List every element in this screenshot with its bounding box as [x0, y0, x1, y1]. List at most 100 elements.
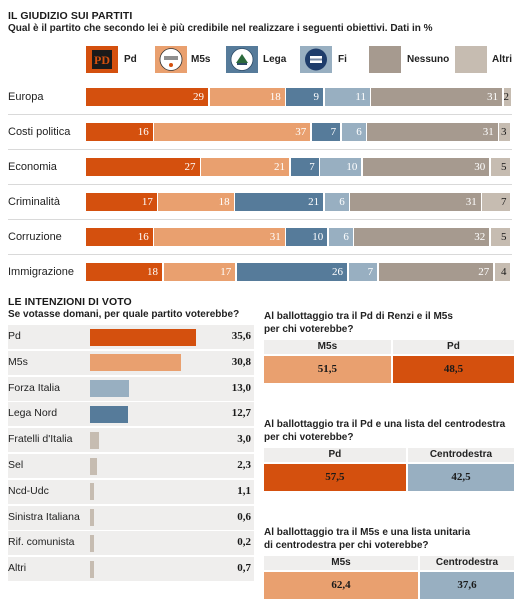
bar-segment-criminalita-nessuno: 31 [350, 193, 481, 211]
vote-value-forza-italia: 13,0 [231, 381, 251, 394]
legend-label-pd: Pd [124, 54, 137, 65]
fi-logo-icon [305, 48, 327, 71]
bar-segment-europa-nessuno: 31 [371, 88, 502, 106]
bar-segment-economia-m5s: 21 [201, 158, 289, 176]
vote-row-bg [8, 428, 254, 453]
ballot-2-bar-pd: 57,5 [264, 464, 406, 491]
section-subtitle-intenzioni: Se votasse domani, per quale partito vot… [8, 309, 240, 320]
legend-swatch-fi [300, 46, 332, 73]
vote-row-bg [8, 454, 254, 478]
ballot-2-bar-centrodestra: 42,5 [407, 464, 515, 491]
row-separator [8, 149, 512, 150]
bar-segment-costi-politica-altri: 3 [499, 123, 511, 141]
bar-segment-immigrazione-fi: 7 [348, 263, 378, 281]
ballot-1-bar-pd: 48,5 [392, 356, 515, 383]
bar-segment-costi-politica-lega: 7 [311, 123, 341, 141]
vote-value-rif-comunista: 0,2 [237, 536, 251, 549]
bar-segment-criminalita-altri: 7 [482, 193, 511, 211]
vote-row-bg [8, 376, 254, 401]
vote-bar-lega-nord [90, 405, 128, 423]
ballot-title-1: Al ballottaggio tra il Pd di Renzi e il … [264, 310, 514, 336]
bar-segment-economia-altri: 5 [490, 158, 511, 176]
bar-segment-corruzione-pd: 16 [86, 228, 153, 246]
bar-segment-corruzione-fi: 6 [328, 228, 353, 246]
bar-segment-economia-fi: 10 [320, 158, 362, 176]
bar-segment-costi-politica-nessuno: 31 [367, 123, 498, 141]
legend-label-nessuno: Nessuno [407, 54, 450, 65]
ballot-3-head-m5s: M5s [264, 556, 418, 570]
vote-value-pd: 35,6 [231, 330, 251, 342]
bar-segment-europa-altri: 2 [503, 88, 511, 106]
vote-value-ncd-udc: 1,1 [237, 484, 251, 497]
ballot-title-3-line1: Al ballottaggio tra il M5s e una lista u… [264, 527, 471, 538]
ballot-title-1-line1: Al ballottaggio tra il Pd di Renzi e il … [264, 311, 453, 322]
legend-swatch-lega [226, 46, 258, 73]
ballot-3-head-centrodestra: Centrodestra [420, 556, 514, 570]
bar-segment-economia-nessuno: 30 [362, 158, 490, 176]
vote-bar-rif-comunista [90, 534, 94, 552]
legend-swatch-altri [455, 46, 487, 73]
vote-bar-pd [90, 328, 196, 346]
ballot-title-2-line1: Al ballottaggio tra il Pd e una lista de… [264, 419, 506, 430]
bar-segment-immigrazione-altri: 4 [494, 263, 511, 281]
legend-label-altri: Altri [492, 54, 512, 65]
bar-segment-costi-politica-pd: 16 [86, 123, 153, 141]
vote-value-m5s: 30,8 [231, 355, 251, 368]
vote-value-lega-nord: 12,7 [231, 407, 251, 420]
vote-row-bg [8, 531, 254, 556]
bar-segment-europa-fi: 11 [324, 88, 370, 106]
row-separator [8, 219, 512, 220]
legend-swatch-pd: PD [86, 46, 118, 73]
legend-label-lega: Lega [263, 54, 287, 65]
ballot-2-head-centrodestra: Centrodestra [407, 448, 515, 462]
vote-label-fratelli-d-italia: Fratelli d'Italia [8, 433, 73, 446]
bar-segment-corruzione-nessuno: 32 [354, 228, 490, 246]
bar-segment-immigrazione-lega: 26 [236, 263, 347, 281]
row-label-immigrazione: Immigrazione [8, 266, 75, 278]
ballot-3-bar-m5s: 62,4 [264, 572, 418, 599]
ballot-title-3: Al ballottaggio tra il M5s e una lista u… [264, 526, 514, 552]
bar-segment-immigrazione-pd: 18 [86, 263, 162, 281]
bar-segment-europa-lega: 9 [286, 88, 323, 106]
vote-label-pd: Pd [8, 330, 21, 342]
bar-segment-criminalita-fi: 6 [324, 193, 349, 211]
legend-label-fi: Fi [338, 54, 347, 65]
bar-segment-europa-pd: 29 [86, 88, 208, 106]
vote-bar-altri [90, 560, 94, 578]
pd-logo-icon: PD [92, 50, 112, 69]
row-label-criminalita: Criminalità [8, 196, 60, 208]
m5s-logo-icon [159, 48, 183, 71]
row-label-costi-politica: Costi politica [8, 126, 71, 138]
ballot-title-1-line2: per chi voterebbe? [264, 324, 354, 335]
vote-row-bg [8, 402, 254, 427]
vote-value-fratelli-d-italia: 3,0 [237, 433, 251, 446]
vote-label-sel: Sel [8, 459, 24, 471]
ballot-1-bar-m5s: 51,5 [264, 356, 391, 383]
vote-row-bg [8, 557, 254, 582]
ballot-1-head-pd: Pd [392, 340, 515, 354]
row-label-corruzione: Corruzione [8, 231, 62, 243]
bar-segment-europa-m5s: 18 [209, 88, 285, 106]
section-title-intenzioni: LE INTENZIONI DI VOTO [8, 296, 132, 308]
bar-segment-criminalita-lega: 21 [235, 193, 324, 211]
bar-segment-criminalita-pd: 17 [86, 193, 157, 211]
vote-bar-forza-italia [90, 380, 129, 398]
row-label-europa: Europa [8, 91, 44, 103]
vote-bar-m5s [90, 354, 182, 372]
vote-bar-sel [90, 457, 97, 475]
vote-label-m5s: M5s [8, 355, 28, 368]
ballot-title-2-line2: per chi voterebbe? [264, 432, 354, 443]
legend-swatch-nessuno [369, 46, 401, 73]
ballot-title-3-line2: di centrodestra per chi voterebbe? [264, 540, 429, 551]
bar-segment-corruzione-altri: 5 [490, 228, 511, 246]
vote-value-sinistra-italiana: 0,6 [237, 510, 251, 523]
bar-segment-costi-politica-m5s: 37 [154, 123, 311, 141]
ballot-2-head-pd: Pd [264, 448, 406, 462]
ballot-1-head-m5s: M5s [264, 340, 391, 354]
ballot-3-bar-centrodestra: 37,6 [420, 572, 514, 599]
vote-bar-ncd-udc [90, 483, 94, 501]
vote-label-lega-nord: Lega Nord [8, 407, 58, 420]
vote-label-rif-comunista: Rif. comunista [8, 536, 75, 549]
vote-label-altri: Altri [8, 562, 27, 575]
row-separator [8, 254, 512, 255]
